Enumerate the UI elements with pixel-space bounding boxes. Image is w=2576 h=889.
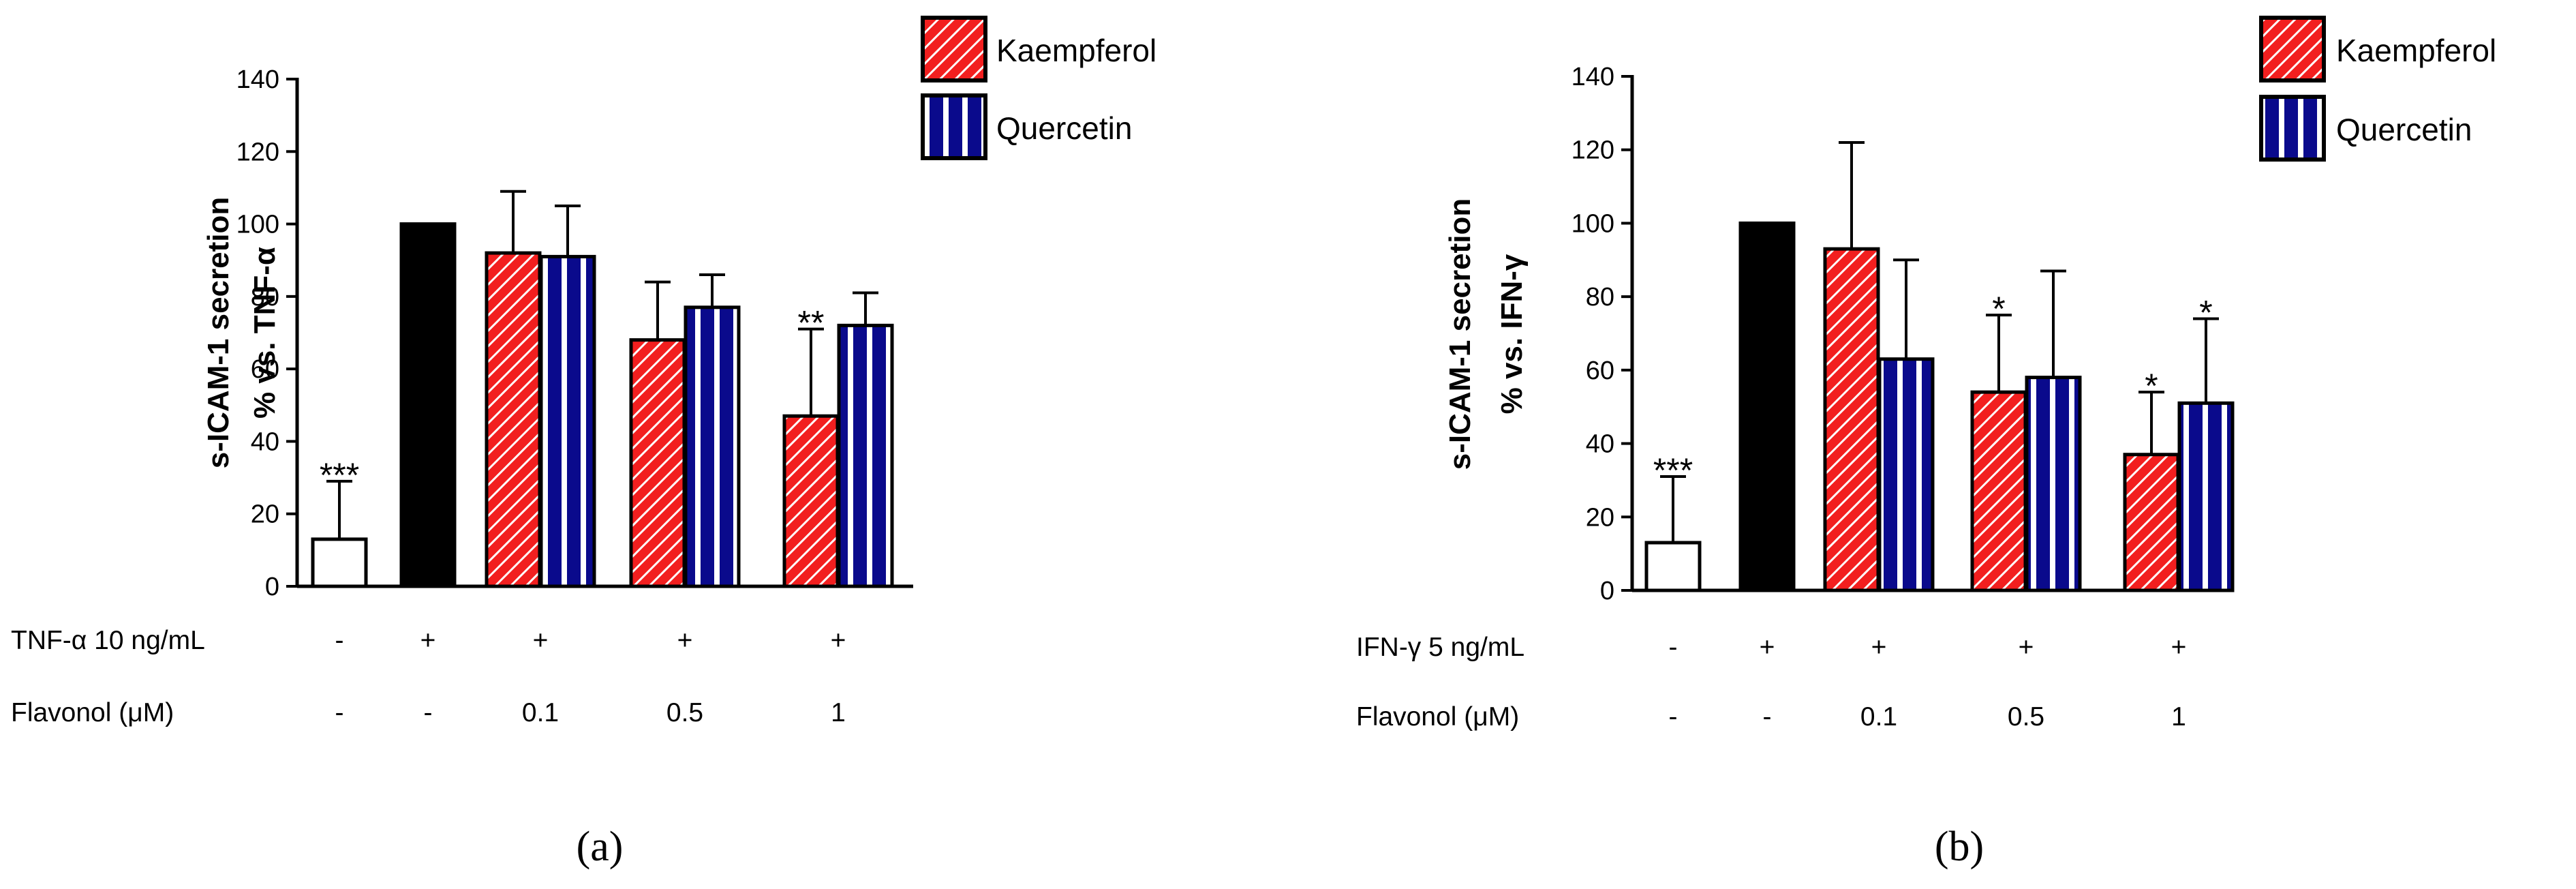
significance-marker: *	[2199, 293, 2212, 331]
panel-a: 0 20 40 60 80 100 120 140 s-ICAM-1 secretion % vs…	[11, 16, 1156, 870]
y-tick-label: 140	[1571, 63, 1614, 91]
y-tick-label: 140	[236, 65, 279, 94]
legend-swatch-quercetin	[921, 93, 987, 160]
y-tick-label: 80	[251, 283, 279, 312]
significance-marker: *	[1992, 290, 2005, 328]
y-tick-label: 120	[1571, 136, 1614, 165]
bar-stimulus	[1738, 221, 1796, 592]
y-tick-label: 60	[1586, 357, 1614, 385]
condition-row-label: TNF-α 10 ng/mL	[11, 626, 205, 655]
y-tick-label: 0	[265, 573, 279, 601]
y-axis-label-line2: % vs. TNF-α	[248, 247, 281, 419]
y-tick-label: 40	[1586, 430, 1614, 459]
bar-quercetin	[684, 305, 741, 588]
legend-swatch-quercetin	[2259, 95, 2326, 162]
condition-value: 1	[831, 698, 846, 727]
condition-value: -	[335, 626, 344, 655]
bar-quercetin	[1877, 357, 1935, 592]
bar-kaempferol	[1823, 247, 1880, 592]
y-tick-label: 20	[251, 500, 279, 529]
condition-value: 0.5	[666, 698, 703, 727]
y-tick-label: 0	[1600, 577, 1614, 605]
y-tick-label: 120	[236, 138, 279, 166]
legend-label-kaempferol: Kaempferol	[2336, 33, 2496, 68]
condition-value: -	[335, 698, 344, 727]
condition-value: +	[2019, 633, 2034, 662]
condition-value: 0.5	[2008, 702, 2044, 732]
y-tick-label: 100	[1571, 209, 1614, 238]
condition-value: +	[677, 626, 693, 655]
y-tick-label: 60	[251, 355, 279, 384]
condition-row-label: Flavonol (μM)	[1356, 702, 1519, 732]
condition-value: +	[420, 626, 436, 655]
condition-value: -	[1669, 702, 1678, 732]
bar-kaempferol	[629, 338, 686, 588]
bar-kaempferol	[485, 251, 542, 588]
condition-value: +	[1871, 633, 1887, 662]
y-tick-label: 40	[251, 427, 279, 456]
legend-swatch-kaempferol	[2259, 16, 2326, 82]
legend-label-quercetin: Quercetin	[996, 110, 1132, 146]
significance-marker: ***	[320, 456, 359, 494]
panel-b: 0 20 40 60 80 100 120 140 s-ICAM-1 secretion % vs…	[1356, 16, 2496, 870]
condition-value: -	[424, 698, 433, 727]
bar-kaempferol	[1970, 390, 2027, 592]
condition-value: 0.1	[522, 698, 559, 727]
y-tick-label: 100	[236, 211, 279, 239]
bar-control	[1644, 541, 1702, 592]
significance-marker: *	[2145, 367, 2158, 405]
condition-value: +	[533, 626, 549, 655]
bar-control	[311, 537, 368, 588]
condition-value: 0.1	[1860, 702, 1897, 732]
condition-value: -	[1763, 702, 1772, 732]
condition-value: +	[1760, 633, 1775, 662]
y-axis-label-line1: s-ICAM-1 secretion	[1443, 198, 1477, 470]
bar-stimulus	[399, 222, 457, 588]
y-tick-label: 80	[1586, 283, 1614, 312]
panel-label: (a)	[577, 824, 624, 870]
condition-value: +	[2171, 633, 2187, 662]
condition-value: 1	[2171, 702, 2186, 732]
bar-quercetin	[837, 323, 894, 588]
significance-marker: **	[798, 304, 825, 342]
bar-quercetin	[2177, 401, 2235, 592]
condition-value: +	[831, 626, 846, 655]
bar-kaempferol	[782, 414, 840, 588]
bar-quercetin	[2025, 376, 2082, 592]
y-tick-label: 20	[1586, 503, 1614, 532]
bar-quercetin	[539, 254, 596, 588]
legend-swatch-kaempferol	[921, 16, 987, 82]
significance-marker: ***	[1653, 451, 1693, 489]
legend-label-kaempferol: Kaempferol	[996, 33, 1156, 68]
condition-row-label: IFN-γ 5 ng/mL	[1356, 633, 1524, 662]
panel-label: (b)	[1935, 824, 1984, 870]
condition-row-label: Flavonol (μM)	[11, 698, 174, 727]
legend-label-quercetin: Quercetin	[2336, 112, 2472, 147]
condition-value: -	[1669, 633, 1678, 662]
y-axis-label-line1: s-ICAM-1 secretion	[202, 197, 235, 469]
y-axis-label-line2: % vs. IFN-γ	[1495, 254, 1529, 414]
bar-kaempferol	[2123, 453, 2180, 592]
